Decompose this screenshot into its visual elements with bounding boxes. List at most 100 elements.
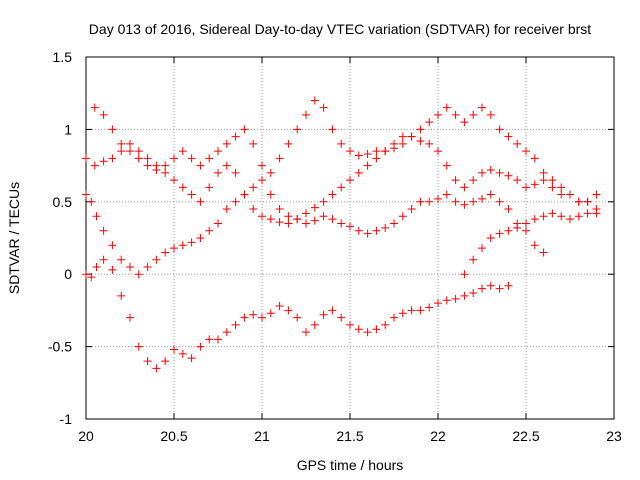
data-point	[170, 176, 178, 185]
data-point	[337, 183, 346, 192]
data-point	[187, 154, 196, 163]
data-point	[152, 255, 161, 264]
data-point	[583, 209, 592, 218]
data-point	[398, 132, 407, 141]
data-point	[126, 313, 134, 322]
data-point	[266, 309, 275, 318]
data-point	[143, 357, 152, 366]
data-point	[126, 262, 134, 271]
data-point	[530, 241, 539, 250]
data-point	[108, 265, 117, 274]
data-point	[407, 306, 416, 315]
data-point	[513, 139, 522, 148]
data-point	[495, 197, 504, 206]
data-point	[434, 299, 442, 308]
data-point	[134, 342, 143, 351]
data-point	[469, 197, 478, 206]
data-point	[539, 176, 548, 185]
data-point	[574, 197, 583, 206]
data-point	[522, 183, 530, 192]
data-point	[354, 168, 363, 177]
data-point	[99, 157, 108, 166]
data-point	[293, 313, 302, 322]
data-point	[337, 139, 346, 148]
data-point	[328, 306, 337, 315]
data-point	[143, 154, 152, 163]
data-point	[302, 219, 310, 228]
data-point	[398, 139, 407, 148]
data-point	[284, 139, 293, 148]
scatter-marks	[82, 96, 601, 373]
data-point	[170, 345, 178, 354]
data-point	[170, 154, 178, 163]
data-point	[469, 255, 478, 264]
data-point	[214, 219, 222, 228]
data-point	[425, 197, 434, 206]
data-point	[346, 147, 354, 156]
data-point	[486, 110, 495, 119]
data-point	[240, 125, 249, 134]
data-point	[354, 226, 363, 235]
data-point	[381, 320, 390, 329]
data-point	[548, 209, 557, 218]
data-point	[513, 223, 522, 232]
data-point	[275, 154, 284, 163]
data-point	[539, 248, 548, 257]
data-point	[372, 325, 381, 334]
data-point	[478, 284, 486, 293]
data-point	[222, 161, 231, 170]
data-point	[205, 154, 214, 163]
data-point	[486, 190, 495, 199]
data-point	[539, 212, 548, 221]
data-point	[363, 161, 372, 170]
data-point	[363, 150, 372, 159]
data-point	[460, 118, 469, 127]
data-point	[249, 205, 258, 214]
data-point	[258, 212, 266, 221]
data-point	[187, 238, 196, 247]
data-point	[99, 110, 108, 119]
data-point	[460, 291, 469, 300]
data-point	[196, 342, 205, 351]
y-tick-label: 0.5	[53, 194, 73, 210]
data-point	[530, 215, 539, 224]
x-tick-label: 21	[254, 428, 270, 444]
data-point	[161, 168, 170, 177]
data-point	[302, 110, 310, 119]
data-point	[566, 190, 574, 199]
data-point	[249, 183, 258, 192]
data-point	[214, 168, 222, 177]
data-point	[275, 205, 284, 214]
data-point	[302, 328, 310, 337]
data-point	[328, 215, 337, 224]
data-point	[390, 313, 398, 322]
data-point	[557, 212, 566, 221]
data-point	[372, 147, 381, 156]
data-point	[275, 302, 284, 311]
data-point	[310, 216, 319, 225]
data-point	[504, 281, 513, 290]
data-point	[178, 183, 187, 192]
data-point	[178, 241, 187, 250]
data-point	[328, 190, 337, 199]
data-point	[161, 248, 170, 257]
y-tick-label: 1.5	[53, 49, 73, 65]
data-point	[583, 197, 592, 206]
data-point	[275, 218, 284, 227]
data-point	[346, 320, 354, 329]
data-point	[566, 215, 574, 224]
data-point	[592, 190, 601, 199]
data-point	[407, 205, 416, 214]
data-point	[258, 161, 266, 170]
data-point	[442, 190, 451, 199]
data-point	[231, 320, 240, 329]
data-point	[425, 139, 434, 148]
data-point	[284, 212, 293, 221]
data-point	[143, 262, 152, 271]
data-point	[495, 229, 504, 238]
data-point	[328, 125, 337, 134]
data-point	[495, 125, 504, 134]
data-point	[82, 270, 90, 279]
data-point	[478, 194, 486, 203]
data-point	[451, 110, 460, 119]
